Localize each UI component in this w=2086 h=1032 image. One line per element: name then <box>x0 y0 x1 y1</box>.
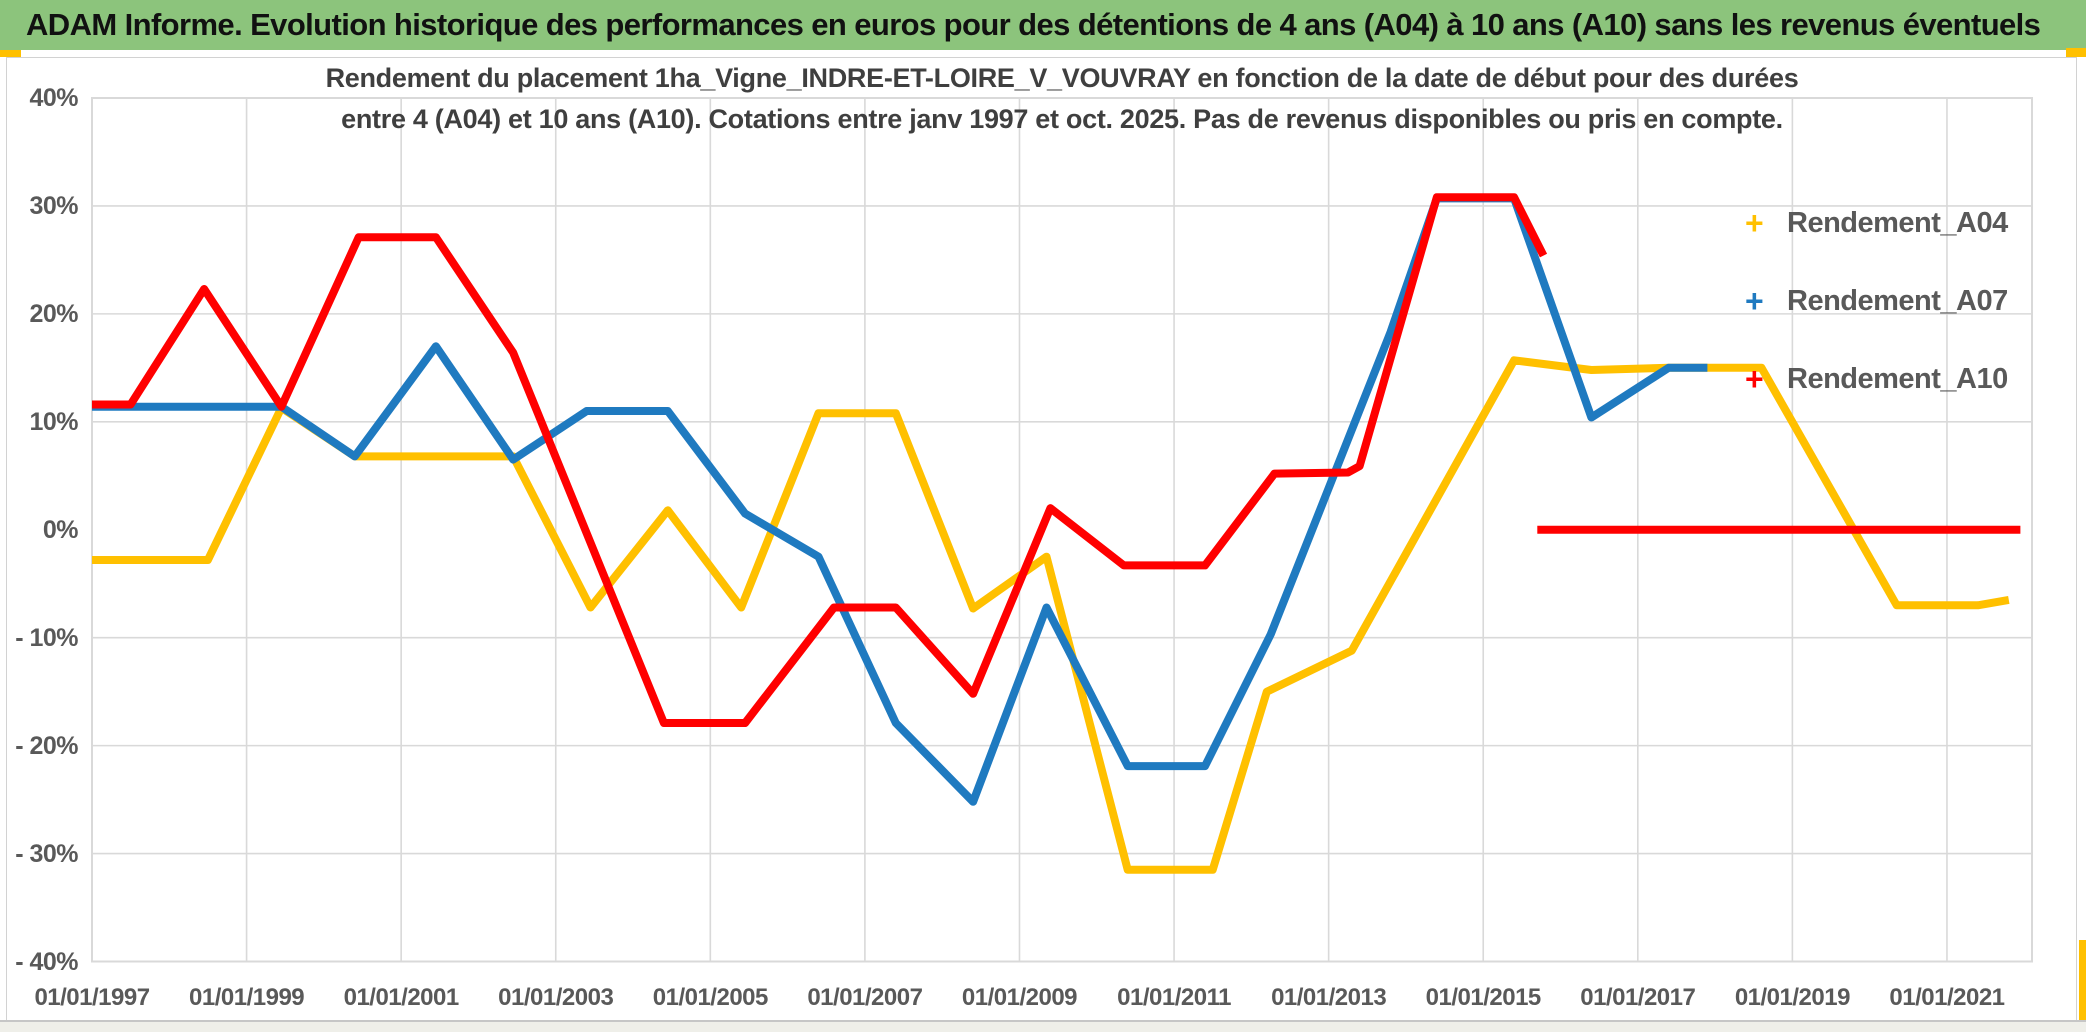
x-axis-tick-label: 01/01/2009 <box>961 984 1078 1011</box>
x-axis-tick-label: 01/01/2001 <box>343 984 460 1011</box>
legend-label: Rendement_A10 <box>1787 362 2008 395</box>
legend-plus-marker-icon: + <box>1745 282 1764 319</box>
x-axis-tick-label: 01/01/2011 <box>1117 984 1231 1011</box>
legend-label: Rendement_A07 <box>1787 284 2008 317</box>
series-line-Rendement_A10 <box>92 193 1548 727</box>
legend-entry-Rendement_A07: + Rendement_A07 <box>1745 262 2008 340</box>
chart-legend: + Rendement_A04 + Rendement_A07 + Rendement_A… <box>1745 184 2008 418</box>
header-left-edge-fragment <box>0 0 3 57</box>
legend-plus-marker-icon: + <box>1745 360 1764 397</box>
chart-frame-bottom-rule <box>0 1020 2086 1022</box>
x-axis-tick-label: 01/01/1999 <box>189 984 305 1011</box>
x-axis-tick-label: 01/01/2019 <box>1734 984 1851 1011</box>
orange-cell-fragment-right-edge <box>2079 940 2086 1022</box>
x-axis-tick-label: 01/01/1997 <box>34 984 150 1011</box>
orange-cell-fragment-top-left <box>0 50 21 57</box>
sheet-bottom-band <box>0 1022 2086 1032</box>
chart-title: Rendement du placement 1ha_Vigne_INDRE-E… <box>92 58 2032 140</box>
y-axis-tick-label: 10% <box>29 407 78 436</box>
x-axis-tick-label: 01/01/2003 <box>498 984 614 1011</box>
legend-entry-Rendement_A04: + Rendement_A04 <box>1745 184 2008 262</box>
legend-plus-marker-icon: + <box>1745 204 1764 241</box>
chart-title-line1: Rendement du placement 1ha_Vigne_INDRE-E… <box>325 63 1799 93</box>
x-axis-tick-label: 01/01/2021 <box>1889 984 2005 1011</box>
y-axis-tick-label: - 30% <box>15 839 78 868</box>
y-axis-tick-label: 20% <box>29 299 78 328</box>
x-axis-tick-label: 01/01/2005 <box>652 984 769 1011</box>
y-axis-tick-label: - 40% <box>15 947 78 976</box>
y-axis-tick-label: - 20% <box>15 731 78 760</box>
y-axis-tick-label: - 10% <box>15 623 78 652</box>
x-axis-tick-label: 01/01/2013 <box>1271 984 1387 1011</box>
x-axis-tick-label: 01/01/2015 <box>1425 984 1542 1011</box>
y-axis-tick-label: 40% <box>29 84 78 112</box>
legend-entry-Rendement_A10: + Rendement_A10 <box>1745 340 2008 418</box>
y-axis-tick-label: 0% <box>42 515 79 544</box>
legend-label: Rendement_A04 <box>1787 206 2008 239</box>
y-axis-tick-label: 30% <box>29 191 78 220</box>
orange-cell-fragment-top-right <box>2066 48 2086 57</box>
x-axis-tick-label: 01/01/2007 <box>807 984 923 1011</box>
sheet-header-bar: ADAM Informe. Evolution historique des p… <box>0 0 2086 50</box>
x-axis-tick-label: 01/01/2017 <box>1580 984 1696 1011</box>
chart-title-line2: entre 4 (A04) et 10 ans (A10). Cotations… <box>341 104 1783 134</box>
